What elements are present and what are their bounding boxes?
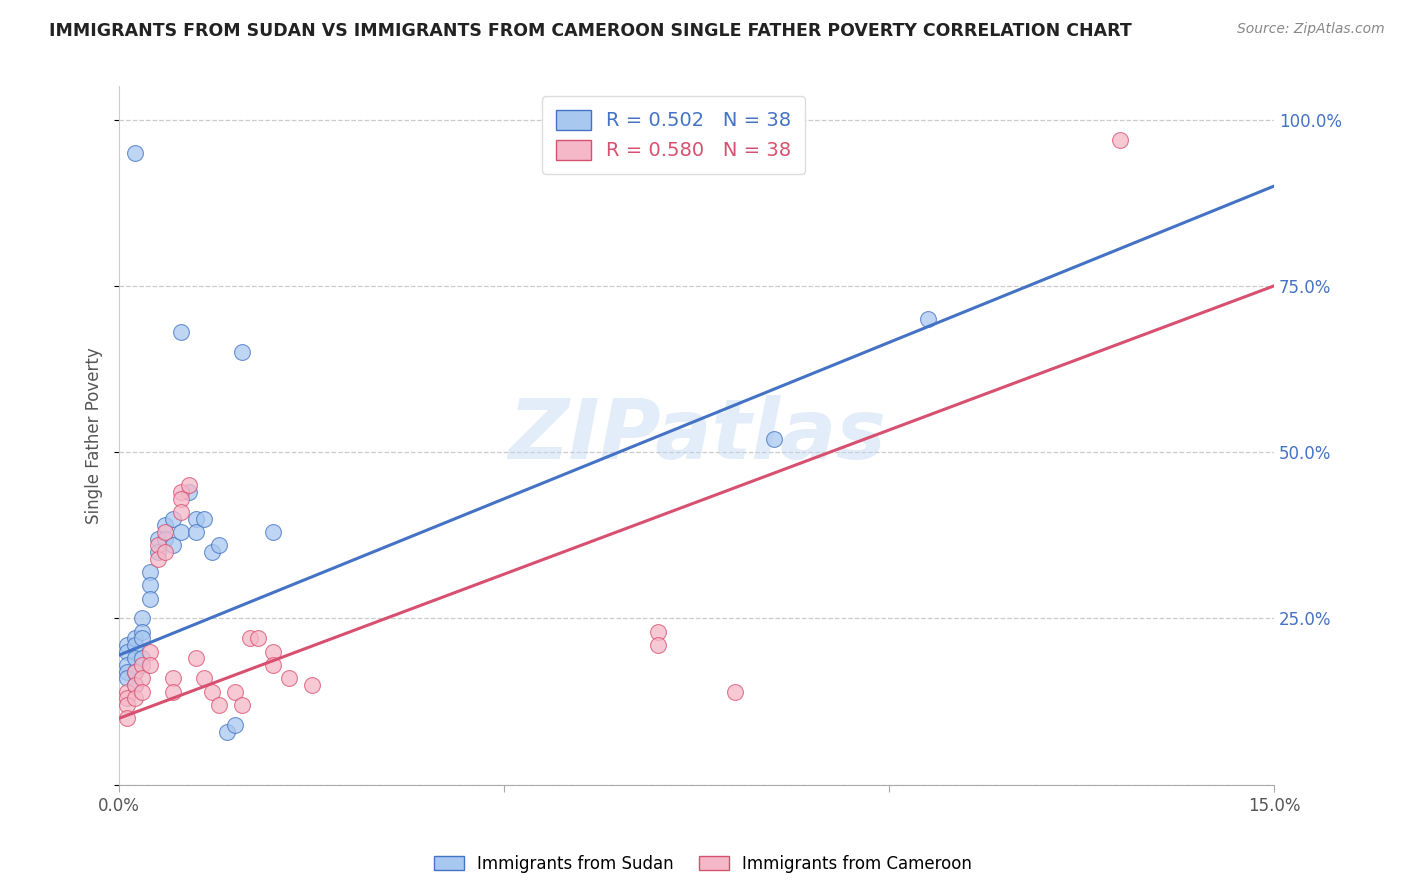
Point bbox=[193, 671, 215, 685]
Point bbox=[162, 684, 184, 698]
Point bbox=[131, 632, 153, 646]
Point bbox=[262, 524, 284, 539]
Point bbox=[917, 312, 939, 326]
Point bbox=[162, 512, 184, 526]
Point bbox=[131, 624, 153, 639]
Point bbox=[201, 545, 224, 559]
Point bbox=[131, 671, 153, 685]
Point bbox=[115, 645, 138, 659]
Point bbox=[301, 678, 323, 692]
Point bbox=[155, 524, 177, 539]
Point bbox=[231, 698, 253, 712]
Point bbox=[186, 512, 208, 526]
Point bbox=[115, 665, 138, 679]
Point bbox=[115, 698, 138, 712]
Point bbox=[215, 724, 238, 739]
Point bbox=[239, 632, 262, 646]
Point bbox=[124, 632, 146, 646]
Text: Source: ZipAtlas.com: Source: ZipAtlas.com bbox=[1237, 22, 1385, 37]
Point bbox=[1109, 132, 1132, 146]
Point bbox=[124, 691, 146, 706]
Y-axis label: Single Father Poverty: Single Father Poverty bbox=[86, 347, 103, 524]
Point bbox=[208, 538, 231, 552]
Legend: R = 0.502   N = 38, R = 0.580   N = 38: R = 0.502 N = 38, R = 0.580 N = 38 bbox=[543, 96, 806, 174]
Point bbox=[115, 691, 138, 706]
Point bbox=[146, 538, 169, 552]
Point bbox=[170, 491, 193, 506]
Point bbox=[170, 485, 193, 500]
Point bbox=[224, 718, 246, 732]
Point bbox=[155, 545, 177, 559]
Point bbox=[124, 678, 146, 692]
Point bbox=[155, 518, 177, 533]
Point bbox=[647, 638, 669, 652]
Point bbox=[208, 698, 231, 712]
Point bbox=[246, 632, 269, 646]
Point bbox=[139, 645, 162, 659]
Point bbox=[124, 665, 146, 679]
Point bbox=[170, 524, 193, 539]
Point bbox=[131, 611, 153, 625]
Point bbox=[139, 658, 162, 673]
Point bbox=[146, 532, 169, 546]
Point bbox=[155, 532, 177, 546]
Point bbox=[146, 545, 169, 559]
Point bbox=[193, 512, 215, 526]
Point bbox=[277, 671, 299, 685]
Point bbox=[186, 524, 208, 539]
Point bbox=[262, 658, 284, 673]
Point bbox=[186, 651, 208, 665]
Point bbox=[139, 578, 162, 592]
Point bbox=[139, 565, 162, 579]
Point bbox=[115, 638, 138, 652]
Point bbox=[177, 485, 200, 500]
Point bbox=[124, 651, 146, 665]
Point bbox=[124, 638, 146, 652]
Point bbox=[762, 432, 785, 446]
Point bbox=[131, 684, 153, 698]
Point bbox=[115, 658, 138, 673]
Point bbox=[201, 684, 224, 698]
Point bbox=[131, 658, 153, 673]
Point bbox=[170, 326, 193, 340]
Point bbox=[224, 684, 246, 698]
Point bbox=[170, 505, 193, 519]
Point bbox=[162, 671, 184, 685]
Point bbox=[177, 478, 200, 492]
Legend: Immigrants from Sudan, Immigrants from Cameroon: Immigrants from Sudan, Immigrants from C… bbox=[427, 848, 979, 880]
Text: IMMIGRANTS FROM SUDAN VS IMMIGRANTS FROM CAMEROON SINGLE FATHER POVERTY CORRELAT: IMMIGRANTS FROM SUDAN VS IMMIGRANTS FROM… bbox=[49, 22, 1132, 40]
Point bbox=[724, 684, 747, 698]
Point bbox=[115, 684, 138, 698]
Point bbox=[115, 671, 138, 685]
Point bbox=[139, 591, 162, 606]
Point bbox=[231, 345, 253, 359]
Point bbox=[647, 624, 669, 639]
Point bbox=[262, 645, 284, 659]
Point bbox=[124, 145, 146, 160]
Point bbox=[115, 711, 138, 725]
Point bbox=[124, 678, 146, 692]
Point bbox=[146, 551, 169, 566]
Point bbox=[131, 651, 153, 665]
Point bbox=[162, 538, 184, 552]
Text: ZIPatlas: ZIPatlas bbox=[508, 395, 886, 476]
Point bbox=[124, 665, 146, 679]
